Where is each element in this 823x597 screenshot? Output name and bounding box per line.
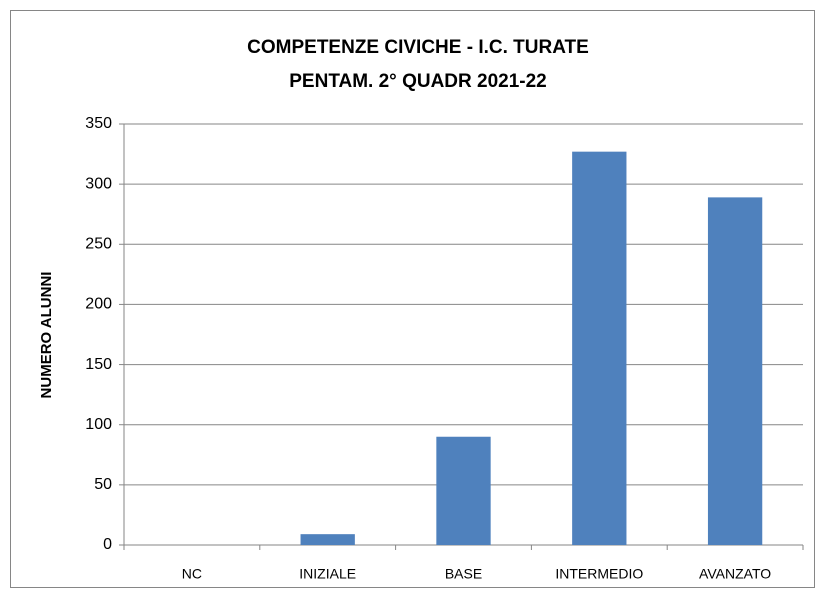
- x-tick-label: INIZIALE: [299, 566, 356, 582]
- x-tick-label: NC: [182, 566, 202, 582]
- y-tick-label: 100: [85, 416, 112, 433]
- y-tick-label: 150: [85, 356, 112, 373]
- chart-title: COMPETENZE CIVICHE - I.C. TURATE: [247, 37, 589, 58]
- x-tick-label: AVANZATO: [699, 566, 771, 582]
- bar: [436, 436, 491, 545]
- x-tick-label: BASE: [445, 566, 482, 582]
- y-axis-label: NUMERO ALUNNI: [38, 272, 55, 399]
- bar: [572, 151, 627, 545]
- bar: [300, 534, 355, 545]
- chart-frame: [10, 10, 815, 588]
- bar: [707, 197, 763, 546]
- chart-title: PENTAM. 2° QUADR 2021-22: [289, 71, 546, 92]
- y-tick-label: 350: [85, 115, 112, 132]
- y-tick-label: 200: [85, 296, 112, 313]
- y-tick-label: 250: [85, 236, 112, 253]
- y-tick-label: 300: [85, 175, 112, 192]
- x-tick-label: INTERMEDIO: [555, 566, 643, 582]
- y-tick-label: 50: [94, 476, 112, 493]
- y-tick-label: 0: [103, 536, 112, 553]
